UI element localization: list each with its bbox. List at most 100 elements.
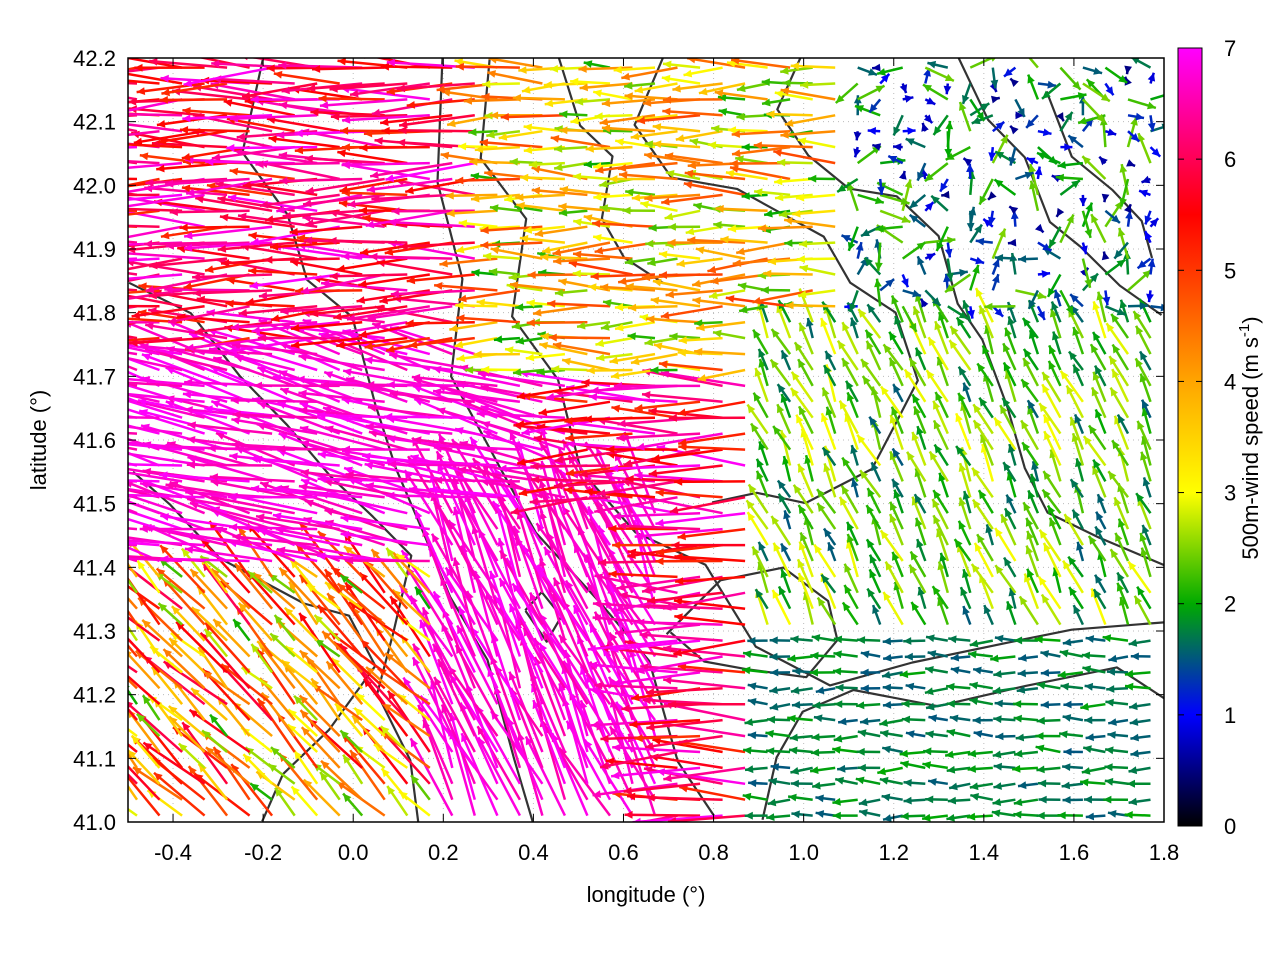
wind-arrow [857, 729, 881, 738]
wind-arrow [946, 814, 971, 822]
wind-arrow [847, 226, 859, 252]
wind-arrow [908, 564, 927, 594]
wind-arrow [809, 766, 836, 774]
wind-arrow [369, 252, 453, 261]
wind-arrow [714, 89, 768, 101]
wind-arrow [1034, 635, 1061, 644]
wind-arrow [1141, 524, 1152, 546]
wind-arrow [238, 305, 318, 317]
wind-arrow [832, 811, 858, 820]
wind-arrow [631, 193, 678, 202]
wind-arrow [1104, 746, 1129, 755]
wind-arrow [892, 114, 904, 137]
wind-arrow [1006, 600, 1017, 626]
wind-arrow [307, 82, 385, 93]
x-tick-label: 1.4 [969, 840, 1000, 865]
wind-arrow [962, 605, 972, 626]
wind-arrow [458, 219, 498, 228]
wind-arrow [183, 225, 273, 240]
wind-arrow [290, 336, 363, 349]
wind-arrow [339, 729, 364, 753]
wind-arrow [614, 320, 656, 332]
wind-arrow [1012, 765, 1038, 773]
wind-arrow [1063, 700, 1083, 709]
wind-arrow [293, 749, 319, 785]
wind-arrow [865, 340, 882, 371]
wind-arrow [128, 392, 205, 404]
wind-arrow [736, 82, 768, 93]
wind-arrow [257, 334, 340, 342]
wind-arrow [1040, 650, 1061, 658]
wind-arrow [993, 782, 1016, 790]
wind-arrow [851, 478, 859, 498]
wind-arrow [1136, 257, 1152, 270]
wind-arrow [128, 584, 161, 610]
wind-arrow [169, 208, 250, 216]
wind-arrow [791, 810, 813, 819]
wind-arrow [899, 83, 908, 94]
wind-arrow [1047, 360, 1062, 387]
wind-arrow [798, 240, 836, 248]
wind-arrow [855, 776, 881, 786]
wind-arrow [365, 666, 409, 706]
x-tick-label: 0.0 [338, 840, 369, 865]
x-tick-label: 0.4 [518, 840, 549, 865]
wind-arrow [609, 464, 701, 473]
wind-arrow [1015, 111, 1024, 120]
wind-arrow [650, 296, 701, 308]
wind-arrow [552, 241, 611, 257]
wind-arrow [1106, 668, 1129, 676]
wind-arrow [1087, 535, 1107, 562]
wind-arrow [972, 403, 994, 435]
wind-arrow [771, 589, 792, 626]
wind-arrow [298, 649, 341, 690]
wind-arrow [512, 94, 565, 102]
wind-arrow [406, 273, 475, 285]
wind-arrow [595, 352, 633, 362]
wind-arrow [1081, 766, 1106, 775]
wind-arrow [856, 701, 881, 710]
wind-arrow [730, 58, 791, 69]
wind-arrow [155, 567, 206, 610]
wind-arrow [480, 241, 543, 249]
wind-arrow [1062, 714, 1084, 722]
wind-arrow [414, 509, 454, 594]
wind-arrow [1127, 269, 1152, 292]
wind-arrow [967, 306, 975, 319]
wind-arrow [599, 114, 656, 126]
wind-arrow [686, 58, 746, 69]
wind-arrow [644, 336, 678, 346]
wind-arrow [846, 181, 859, 212]
wind-arrow [168, 637, 206, 674]
wind-arrow [991, 134, 1009, 164]
wind-arrow [128, 288, 138, 292]
wind-arrow [901, 274, 910, 288]
wind-arrow [1108, 654, 1129, 663]
wind-arrow [627, 303, 678, 312]
wind-arrow [967, 650, 993, 659]
wind-arrow [1042, 542, 1062, 578]
wind-arrow [211, 59, 295, 69]
wind-arrow [1125, 210, 1133, 227]
wind-arrow [145, 177, 228, 187]
wind-arrow [836, 177, 859, 193]
wind-arrow [760, 286, 791, 294]
wind-arrow [976, 533, 994, 562]
wind-arrow [992, 686, 1016, 695]
wind-arrow [128, 784, 139, 801]
wind-arrow [946, 258, 954, 282]
wind-arrow [541, 241, 588, 254]
wind-arrow [1081, 202, 1094, 228]
wind-arrow [634, 527, 723, 540]
wind-arrow [177, 742, 206, 769]
wind-arrow [746, 511, 769, 546]
wind-arrow [142, 741, 206, 785]
wind-arrow [242, 753, 273, 785]
wind-arrow [645, 734, 723, 750]
wind-arrow [685, 225, 723, 236]
wind-arrow [165, 177, 250, 188]
wind-arrow [882, 637, 903, 646]
wind-arrow [953, 538, 972, 562]
wind-arrow [900, 812, 926, 821]
